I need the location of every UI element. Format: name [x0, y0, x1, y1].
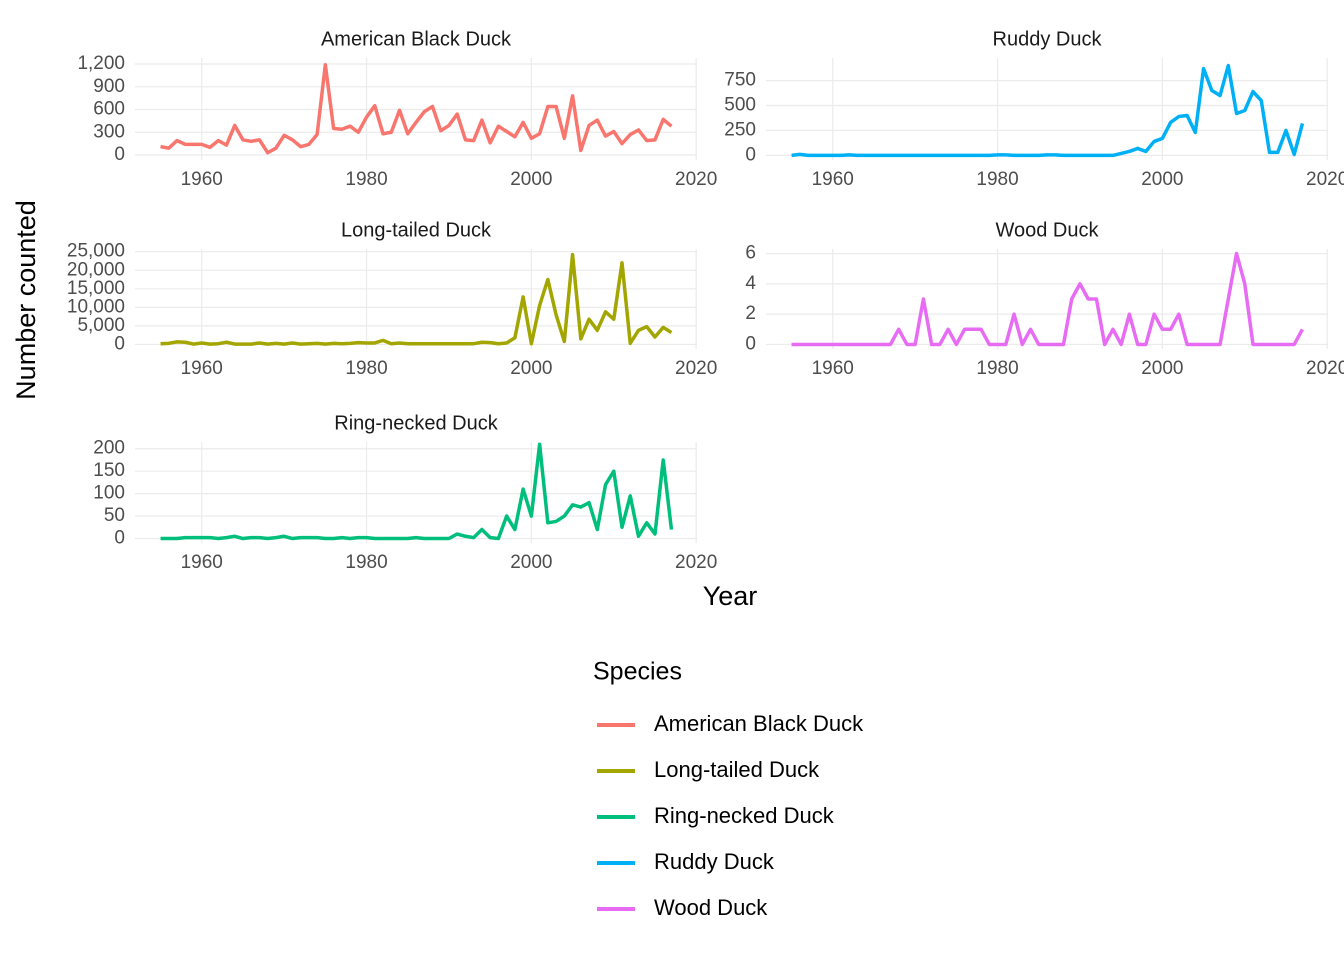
- series-line: [791, 63, 1305, 158]
- x-tick-label: 1980: [345, 169, 387, 190]
- y-tick-label: 0: [745, 333, 756, 354]
- y-tick-label: 200: [93, 438, 125, 459]
- series-line: [160, 442, 674, 541]
- legend-label: Long-tailed Duck: [654, 757, 820, 782]
- y-tick-label: 750: [724, 70, 756, 91]
- x-tick-label: 2020: [1306, 358, 1344, 379]
- y-axis-label: Number counted: [11, 200, 41, 400]
- x-tick-label: 2000: [1141, 358, 1183, 379]
- y-tick-label: 15,000: [67, 278, 125, 299]
- x-tick-label: 2020: [675, 358, 717, 379]
- legend-label: Ruddy Duck: [654, 849, 775, 874]
- y-tick-label: 20,000: [67, 259, 125, 280]
- x-tick-label: 1960: [181, 358, 223, 379]
- x-tick-label: 1980: [976, 169, 1018, 190]
- panel-title: Ring-necked Duck: [334, 412, 498, 434]
- x-tick-label: 1980: [976, 358, 1018, 379]
- y-tick-label: 100: [93, 483, 125, 504]
- y-tick-label: 150: [93, 460, 125, 481]
- y-tick-label: 6: [745, 243, 756, 264]
- y-tick-label: 900: [93, 76, 125, 97]
- series-line: [160, 63, 673, 155]
- y-tick-label: 500: [724, 95, 756, 116]
- y-tick-label: 1,200: [77, 53, 125, 74]
- x-tick-label: 1960: [812, 169, 854, 190]
- x-tick-label: 2020: [675, 169, 717, 190]
- series-line: [791, 251, 1304, 347]
- y-tick-label: 25,000: [67, 241, 125, 262]
- x-tick-label: 1980: [345, 358, 387, 379]
- legend-label: Wood Duck: [654, 895, 768, 920]
- y-tick-label: 600: [93, 99, 125, 120]
- x-tick-label: 1960: [181, 552, 223, 573]
- y-tick-label: 50: [104, 505, 125, 526]
- y-tick-label: 0: [114, 333, 125, 354]
- y-tick-label: 2: [745, 303, 756, 324]
- legend-title: Species: [593, 658, 682, 686]
- x-tick-label: 2000: [510, 552, 552, 573]
- y-tick-label: 0: [114, 144, 125, 165]
- x-tick-label: 1980: [345, 552, 387, 573]
- x-tick-label: 2020: [1306, 169, 1344, 190]
- y-tick-label: 4: [745, 273, 756, 294]
- panel-title: Wood Duck: [995, 219, 1099, 241]
- x-tick-label: 1960: [812, 358, 854, 379]
- x-axis-label: Year: [703, 581, 758, 611]
- legend-label: American Black Duck: [654, 711, 864, 736]
- y-tick-label: 300: [93, 121, 125, 142]
- panel-title: American Black Duck: [321, 28, 512, 50]
- y-tick-label: 10,000: [67, 296, 125, 317]
- x-tick-label: 1960: [181, 169, 223, 190]
- x-tick-label: 2000: [1141, 169, 1183, 190]
- y-tick-label: 5,000: [77, 315, 125, 336]
- y-tick-label: 250: [724, 119, 756, 140]
- series-line: [160, 252, 673, 346]
- panel-title: Long-tailed Duck: [341, 219, 492, 241]
- x-tick-label: 2000: [510, 169, 552, 190]
- legend-label: Ring-necked Duck: [654, 803, 835, 828]
- x-tick-label: 2020: [675, 552, 717, 573]
- x-tick-label: 2000: [510, 358, 552, 379]
- y-tick-label: 0: [114, 528, 125, 549]
- panel-title: Ruddy Duck: [993, 28, 1103, 50]
- y-tick-label: 0: [745, 144, 756, 165]
